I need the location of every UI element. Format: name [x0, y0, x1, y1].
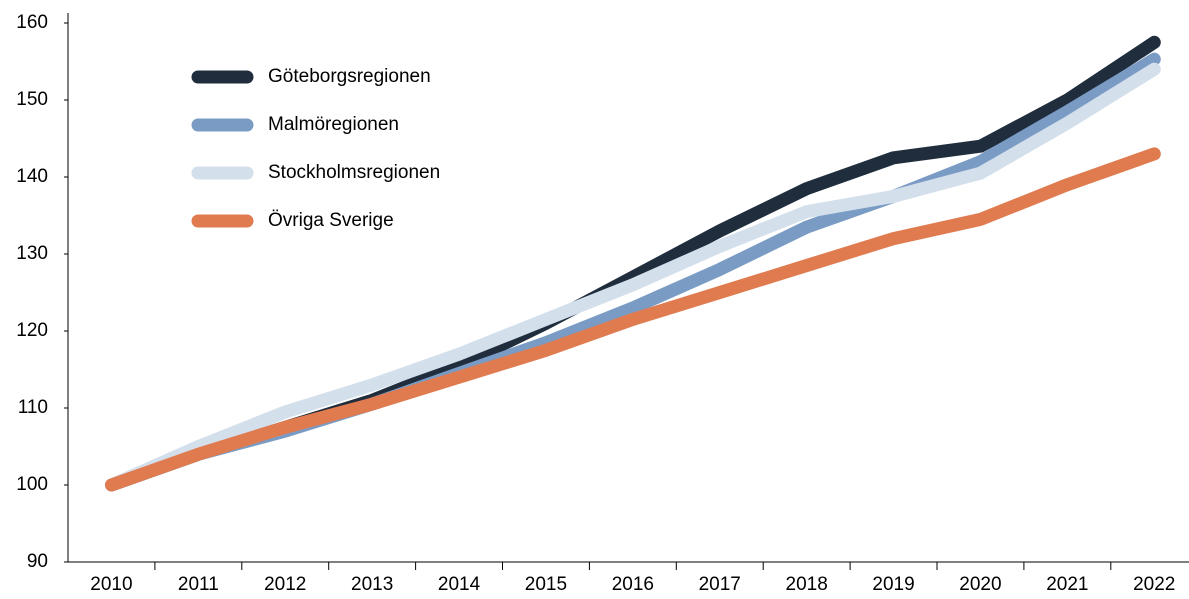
x-tick-label: 2013 — [351, 574, 393, 595]
y-tick-label: 90 — [27, 551, 48, 572]
series-line — [105, 62, 1161, 492]
y-tick-label: 160 — [16, 12, 48, 33]
x-tick-label: 2019 — [872, 574, 914, 595]
x-tick-label: 2010 — [90, 574, 132, 595]
x-tick-label: 2017 — [699, 574, 741, 595]
x-tick-label: 2018 — [786, 574, 828, 595]
legend-label: Stockholmsregionen — [268, 162, 440, 183]
x-tick-label: 2011 — [178, 574, 219, 595]
x-tick-label: 2014 — [438, 574, 481, 595]
legend-label: Malmöregionen — [268, 114, 399, 135]
legend-label: Göteborgsregionen — [268, 66, 431, 87]
x-tick-label: 2016 — [612, 574, 654, 595]
y-tick-label: 120 — [16, 320, 48, 341]
series-line — [105, 147, 1161, 492]
x-tick-label: 2015 — [525, 574, 567, 595]
y-tick-label: 140 — [16, 166, 48, 187]
x-tick-label: 2020 — [959, 574, 1001, 595]
y-tick-label: 150 — [16, 89, 48, 110]
y-tick-label: 130 — [16, 243, 48, 264]
y-tick-label: 100 — [16, 474, 48, 495]
x-tick-label: 2012 — [264, 574, 306, 595]
legend-label: Övriga Sverige — [268, 210, 394, 231]
x-tick-label: 2022 — [1133, 574, 1175, 595]
x-tick-label: 2021 — [1046, 574, 1088, 595]
y-tick-label: 110 — [18, 397, 48, 418]
